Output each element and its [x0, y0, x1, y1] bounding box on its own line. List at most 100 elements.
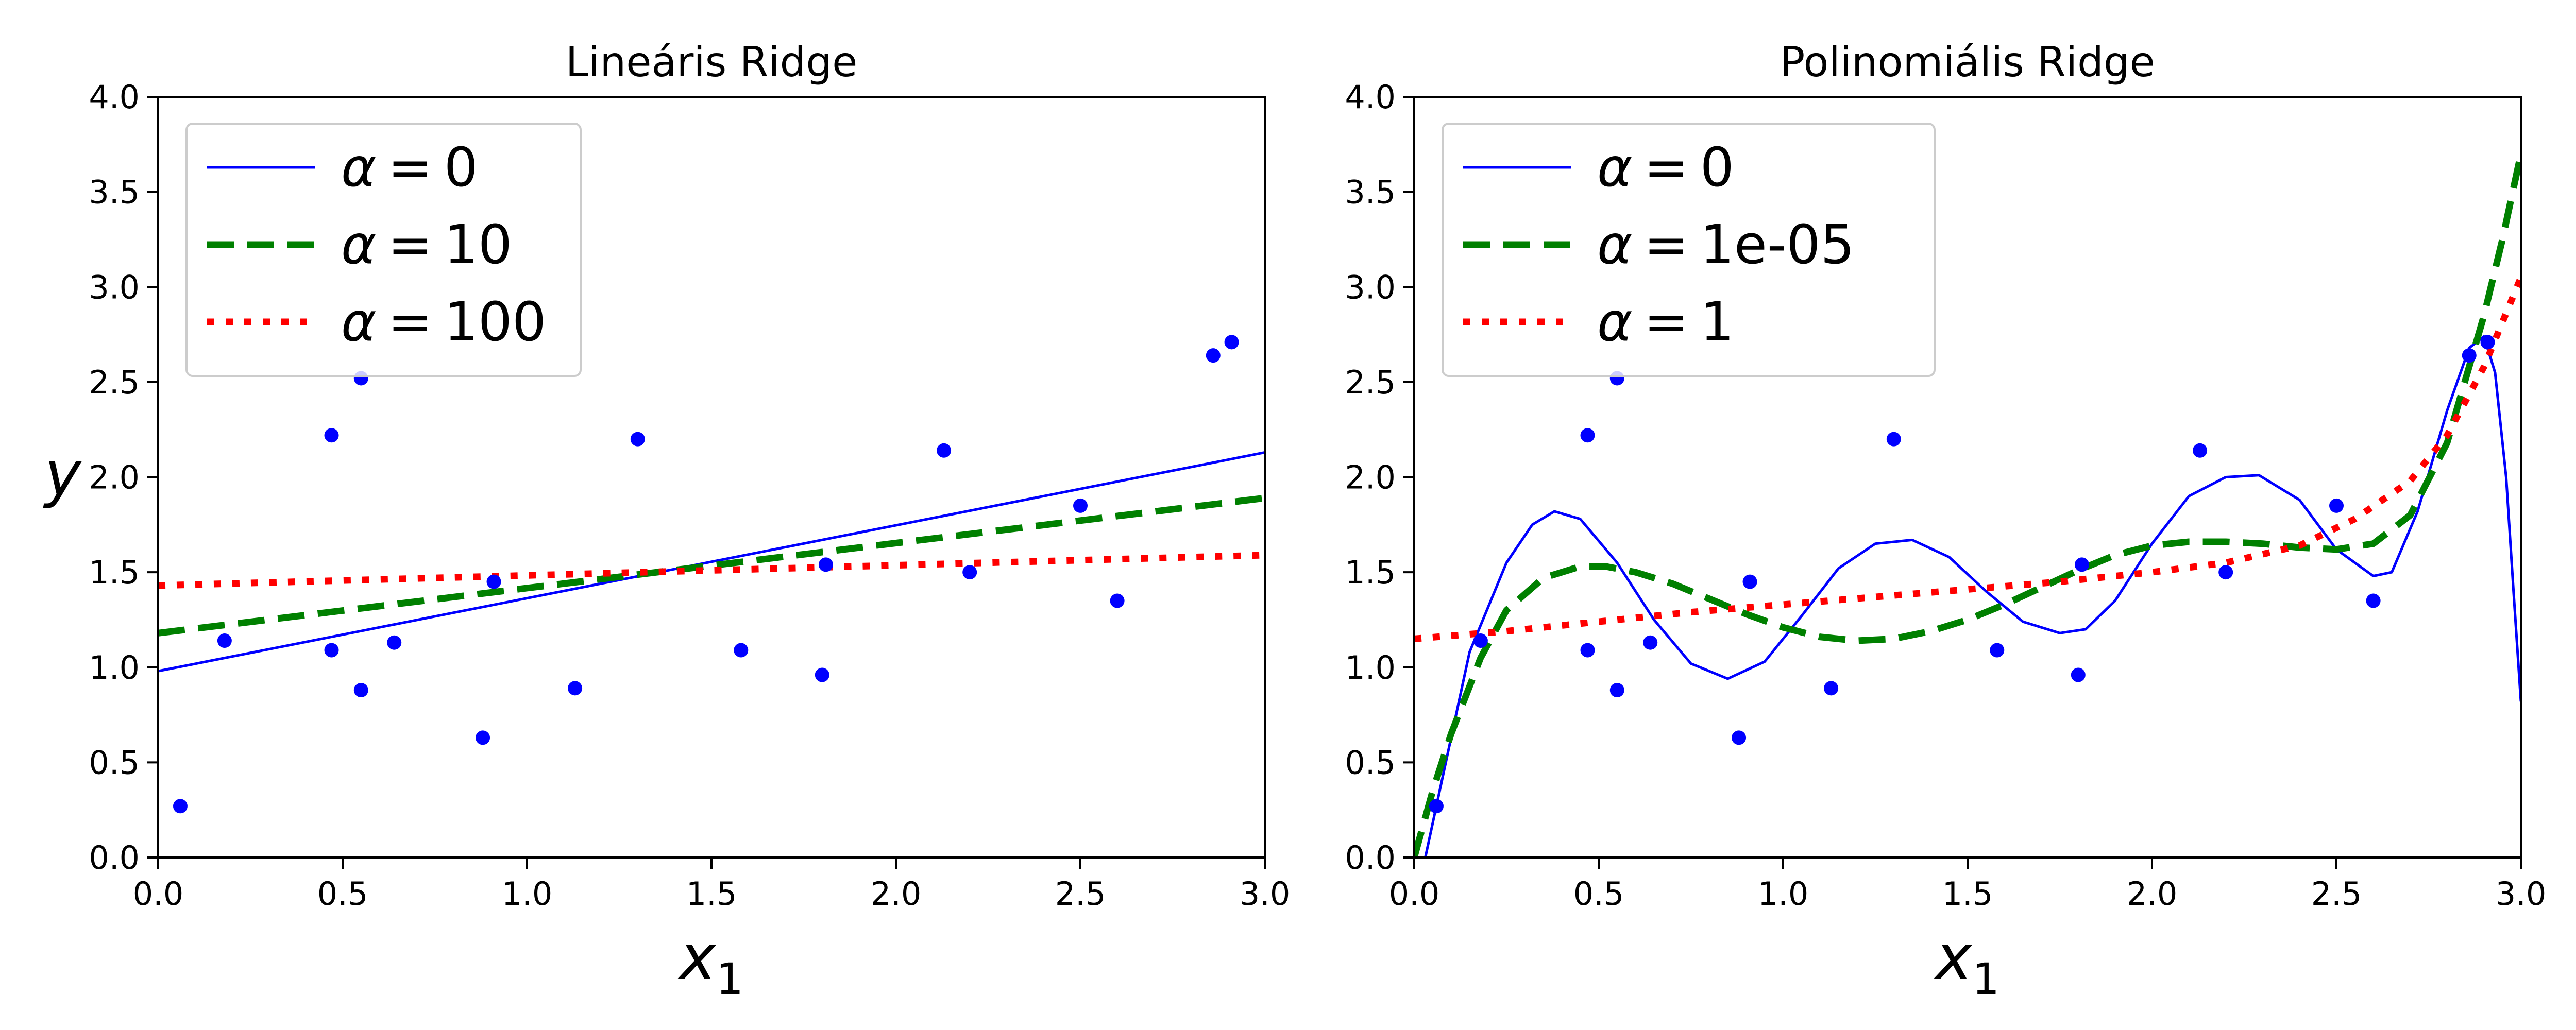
panel-1-data-point — [1429, 799, 1444, 814]
panel-1-x-axis-label-sub: 1 — [1972, 954, 1999, 1004]
panel-1-y-tick-label: 0.0 — [1345, 839, 1396, 877]
panel-0-legend: α = 0α = 10α = 100 — [185, 123, 582, 377]
panel-0-data-point — [217, 633, 232, 648]
panel-0-data-point — [1073, 498, 1088, 513]
panel-0-x-tick-label: 3.0 — [1240, 875, 1291, 913]
panel-1-y-tick-label: 4.0 — [1345, 78, 1396, 116]
panel-0-x-tick-label: 0.5 — [317, 875, 368, 913]
panel-1-data-point — [1824, 681, 1839, 696]
panel-0-legend-label-alpha-10: α = 10 — [341, 213, 512, 276]
panel-1-title: Polinomiális Ridge — [1780, 38, 2155, 86]
panel-0-data-point — [1110, 593, 1125, 608]
panel-1-legend-value: 1e-05 — [1700, 213, 1855, 276]
panel-0-y-tick-label: 3.0 — [89, 268, 140, 306]
panel-1-data-point — [2218, 565, 2233, 580]
panel-0-legend-alpha-symbol: α — [341, 136, 377, 199]
panel-1-legend-equals: = — [1644, 213, 1689, 276]
panel-1-x-tick-label: 1.5 — [1942, 875, 1993, 913]
panel-1-y-tick-label: 1.5 — [1345, 554, 1396, 591]
panel-0-legend-equals: = — [388, 290, 433, 353]
panel-0-x-axis-label: x1 — [677, 922, 743, 1004]
panel-0-x-tick-label: 1.5 — [686, 875, 737, 913]
panel-1-x-tick-label: 2.0 — [2127, 875, 2178, 913]
panel-1-x-tick-label: 1.0 — [1758, 875, 1809, 913]
panel-0-y-tick-label: 4.0 — [89, 78, 140, 116]
panel-0-data-point — [630, 432, 645, 447]
panel-1-plot-area — [1414, 153, 2521, 857]
panel-0-data-point — [173, 799, 188, 814]
panel-1-y-tick-label: 3.5 — [1345, 174, 1396, 211]
panel-0-data-point — [1206, 348, 1221, 363]
panel-0-data-point — [324, 643, 339, 658]
panel-1-y-tick-label: 2.5 — [1345, 364, 1396, 401]
panel-0-x-axis-label-sub: 1 — [716, 954, 743, 1004]
panel-1-data-point — [2071, 667, 2086, 682]
panel-0-series-alpha-0-line — [158, 451, 1265, 673]
panel-1-data-point — [1580, 428, 1595, 443]
panel-0-series-alpha-10-line — [158, 494, 1265, 637]
panel-1-legend-value: 1 — [1700, 290, 1734, 353]
panel-0-data-point — [476, 730, 490, 745]
panel-1-legend-alpha-symbol: α — [1597, 213, 1633, 276]
panel-0-legend-value: 0 — [444, 136, 478, 199]
panel-1-data-point — [2480, 335, 2495, 350]
panel-1-data-point — [2462, 348, 2477, 363]
panel-1-legend-label-alpha-1e-05: α = 1e-05 — [1597, 213, 1855, 276]
panel-1-data-point — [1886, 432, 1901, 447]
panel-0-data-point — [818, 557, 833, 572]
panel-0-legend-label-alpha-0: α = 0 — [341, 136, 478, 199]
panel-1-series-alpha-1e-05-line — [1414, 153, 2521, 857]
panel-0-legend-equals: = — [388, 213, 433, 276]
panel-1-y-tick-label: 1.0 — [1345, 649, 1396, 686]
panel-1-data-point — [1990, 643, 2005, 658]
panel-0-legend-equals: = — [388, 136, 433, 199]
panel-0-x-axis-label-main: x — [677, 922, 717, 993]
panel-0-data-point — [734, 643, 749, 658]
panel-1-legend-alpha-symbol: α — [1597, 136, 1633, 199]
panel-0-legend-frame — [185, 123, 582, 377]
panel-0-data-point — [568, 681, 583, 696]
panel-1-data-point — [2193, 443, 2208, 458]
panel-1-data-point — [2074, 557, 2089, 572]
panel-0-y-tick-label: 2.0 — [89, 459, 140, 496]
panel-1-legend-value: 0 — [1700, 136, 1734, 199]
panel-0-data-point — [387, 635, 402, 650]
panel-1-legend-equals: = — [1644, 136, 1689, 199]
panel-0-x-tick-label: 0.0 — [133, 875, 184, 913]
panel-1-y-tick-label: 0.5 — [1345, 744, 1396, 781]
panel-0-data-point — [937, 443, 952, 458]
panel-1-legend-alpha-symbol: α — [1597, 290, 1633, 353]
panel-0-x-tick-label: 1.0 — [502, 875, 553, 913]
panel-1-series-alpha-0-line — [1424, 335, 2521, 857]
panel-1-legend-label-alpha-0: α = 0 — [1597, 136, 1734, 199]
panel-0-y-axis-label: y — [43, 439, 82, 510]
panel-0-plot-area — [158, 335, 1265, 814]
panel-0-y-tick-label: 0.0 — [89, 839, 140, 877]
panel-1-legend-label-alpha-1: α = 1 — [1597, 290, 1734, 353]
panel-1-data-point — [2329, 498, 2344, 513]
panel-1-data-point — [1473, 633, 1488, 648]
panel-1-x-axis-label: x1 — [1934, 922, 1999, 1004]
panel-0-legend-label-alpha-100: α = 100 — [341, 290, 546, 353]
panel-0-y-tick-label: 1.0 — [89, 649, 140, 686]
panel-1-data-point — [1643, 635, 1658, 650]
panel-0-data-point — [815, 667, 829, 682]
panel-1-legend-equals: = — [1644, 290, 1689, 353]
panel-0-data-point — [1224, 335, 1239, 350]
panel-0-legend-value: 100 — [444, 290, 547, 353]
panel-1-data-point — [1742, 574, 1757, 589]
panel-1-data-point — [1580, 643, 1595, 658]
panel-0-y-tick-label: 3.5 — [89, 174, 140, 211]
panel-0-data-point — [962, 565, 977, 580]
panel-0-y-tick-label: 1.5 — [89, 554, 140, 591]
panel-0-title: Lineáris Ridge — [566, 38, 858, 86]
panel-0-legend-alpha-symbol: α — [341, 213, 377, 276]
panel-0-x-tick-label: 2.5 — [1055, 875, 1106, 913]
panel-0-data-point — [486, 574, 501, 589]
panel-0-y-tick-label: 2.5 — [89, 364, 140, 401]
panel-0-y-tick-label: 0.5 — [89, 744, 140, 781]
panel-1-data-point — [2366, 593, 2381, 608]
panel-0-data-point — [324, 428, 339, 443]
polynomial-ridge-panel: Polinomiális Ridge 0.0 0.5 1.0 1.5 2.0 2.5 3.0 0… — [1345, 38, 2546, 1004]
